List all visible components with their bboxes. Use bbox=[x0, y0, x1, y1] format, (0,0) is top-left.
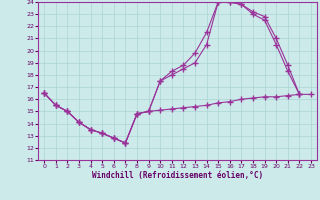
X-axis label: Windchill (Refroidissement éolien,°C): Windchill (Refroidissement éolien,°C) bbox=[92, 171, 263, 180]
